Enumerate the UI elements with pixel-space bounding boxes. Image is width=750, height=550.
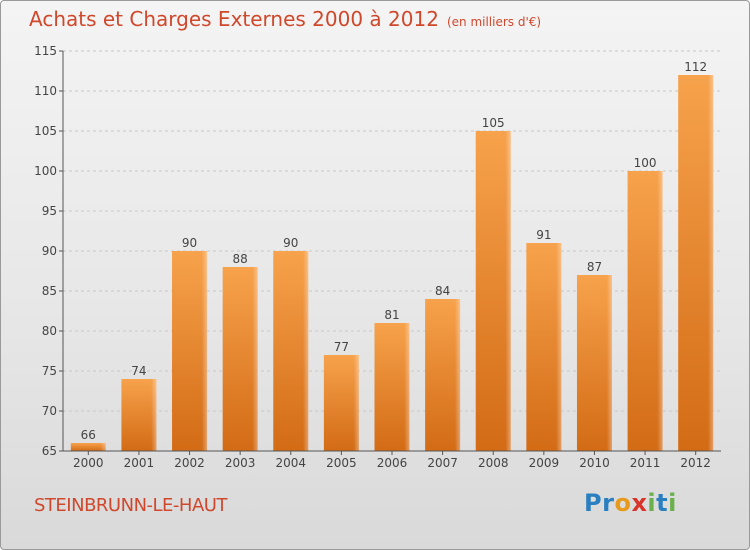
value-label: 91 xyxy=(536,228,551,242)
bar-highlight xyxy=(425,299,461,451)
logo-letter: x xyxy=(631,489,648,517)
x-tick-label: 2012 xyxy=(680,456,711,470)
bar-highlight xyxy=(627,171,663,451)
proxiti-logo: Proxiti xyxy=(584,489,677,517)
bar-highlight xyxy=(70,443,106,451)
value-label: 66 xyxy=(81,428,96,442)
x-tick-label: 2011 xyxy=(630,456,661,470)
title-unit: (en milliers d'€) xyxy=(446,15,542,29)
y-tick-label: 75 xyxy=(42,364,57,378)
y-tick-label: 105 xyxy=(34,124,57,138)
bar-highlight xyxy=(374,323,410,451)
x-tick-label: 2003 xyxy=(225,456,256,470)
bar-highlight xyxy=(475,131,511,451)
x-tick-label: 2007 xyxy=(427,456,458,470)
x-tick-label: 2009 xyxy=(529,456,560,470)
logo-letter: P xyxy=(584,489,603,517)
y-axis: 65 70 75 80 85 90 95 100 105 110 115 xyxy=(34,44,64,458)
x-tick-label: 2005 xyxy=(326,456,357,470)
value-label: 87 xyxy=(587,260,602,274)
bar-highlight xyxy=(526,243,562,451)
value-label: 84 xyxy=(435,284,450,298)
chart-title: Achats et Charges Externes 2000 à 2012 (e… xyxy=(29,7,541,31)
location-name: STEINBRUNN-LE-HAUT xyxy=(34,495,227,516)
y-tick-label: 100 xyxy=(34,164,57,178)
bar-highlight xyxy=(678,75,714,451)
value-label: 77 xyxy=(334,340,349,354)
y-tick-label: 110 xyxy=(34,84,57,98)
value-label: 112 xyxy=(684,60,707,74)
y-tick-label: 65 xyxy=(42,444,57,458)
x-tick-label: 2006 xyxy=(377,456,408,470)
value-label: 100 xyxy=(634,156,657,170)
bar-highlight xyxy=(323,355,359,451)
title-text: Achats et Charges Externes 2000 à 2012 xyxy=(29,7,439,31)
x-axis: 2000 2001 2002 2003 2004 2005 2006 2007 2008 2009… xyxy=(63,450,721,470)
x-tick-label: 2001 xyxy=(124,456,155,470)
x-tick-label: 2004 xyxy=(275,456,306,470)
bar-highlight xyxy=(121,379,157,451)
value-label: 105 xyxy=(482,116,505,130)
logo-letter: i xyxy=(668,489,677,517)
x-tick-label: 2010 xyxy=(579,456,610,470)
y-tick-label: 115 xyxy=(34,44,57,58)
y-tick-label: 70 xyxy=(42,404,57,418)
bar-highlight xyxy=(222,267,258,451)
x-tick-label: 2002 xyxy=(174,456,205,470)
value-label: 81 xyxy=(384,308,399,322)
value-label: 74 xyxy=(131,364,146,378)
y-tick-label: 80 xyxy=(42,324,57,338)
value-label: 88 xyxy=(233,252,248,266)
logo-letter: t xyxy=(656,489,669,517)
x-tick-label: 2008 xyxy=(478,456,509,470)
bars: 66 74 90 88 90 77 81 84 105 91 87 100 112 xyxy=(70,60,714,451)
value-label: 90 xyxy=(182,236,197,250)
value-label: 90 xyxy=(283,236,298,250)
bar-highlight xyxy=(172,251,208,451)
y-tick-label: 90 xyxy=(42,244,57,258)
y-tick-label: 95 xyxy=(42,204,57,218)
logo-letter: i xyxy=(647,489,657,517)
bar-highlight xyxy=(576,275,612,451)
x-tick-label: 2000 xyxy=(73,456,104,470)
logo-letter: o xyxy=(614,489,632,517)
bar-highlight xyxy=(273,251,309,451)
logo-letter: r xyxy=(602,489,615,517)
y-tick-label: 85 xyxy=(42,284,57,298)
